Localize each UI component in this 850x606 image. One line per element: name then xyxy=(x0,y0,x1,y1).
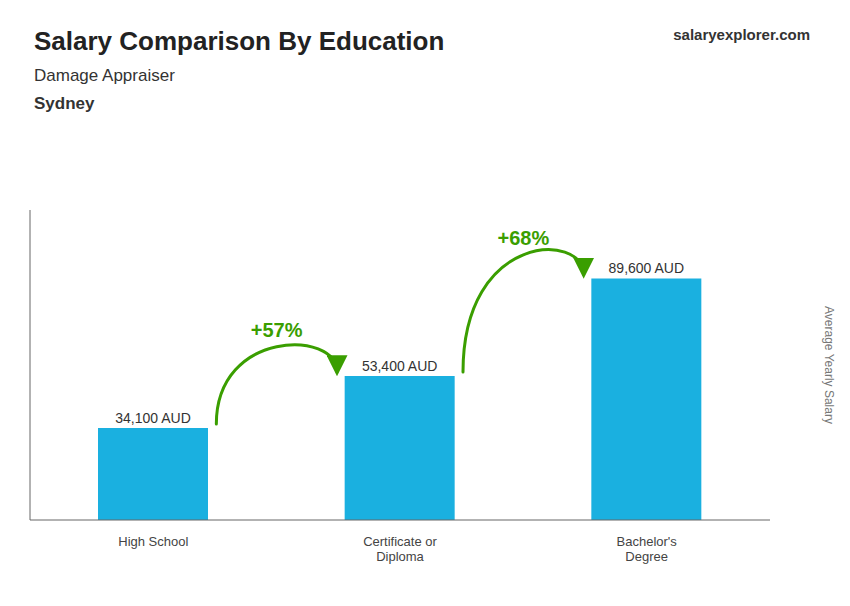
svg-text:High School: High School xyxy=(118,534,188,549)
svg-text:Average Yearly Salary: Average Yearly Salary xyxy=(822,306,836,424)
html-text:Damage Appraiser: Damage Appraiser xyxy=(34,66,175,85)
html-text:Salary Comparison By Education: Salary Comparison By Education xyxy=(34,26,445,56)
svg-text:89,600 AUD: 89,600 AUD xyxy=(609,260,685,276)
svg-text:Certificate orDiploma: Certificate orDiploma xyxy=(363,534,437,565)
svg-text:+68%: +68% xyxy=(497,227,549,249)
svg-text:53,400 AUD: 53,400 AUD xyxy=(362,358,438,374)
svg-text:Bachelor'sDegree: Bachelor'sDegree xyxy=(617,534,678,565)
html-text:salaryexplorer.com: salaryexplorer.com xyxy=(673,26,810,43)
svg-text:+57%: +57% xyxy=(251,319,303,341)
svg-text:34,100 AUD: 34,100 AUD xyxy=(115,410,191,426)
html-text:Sydney: Sydney xyxy=(34,94,95,113)
